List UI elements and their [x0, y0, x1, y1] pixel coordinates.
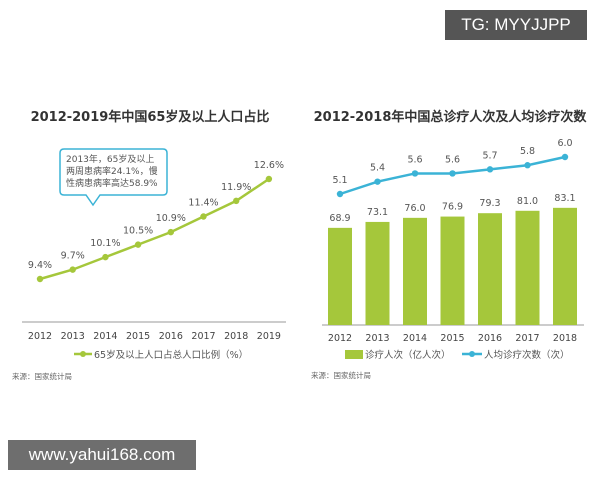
left-data-label: 9.7%: [61, 251, 85, 262]
right-x-tick-label: 2016: [478, 333, 502, 344]
left-data-label: 11.4%: [188, 198, 218, 209]
right-legend-bar-label: 诊疗人次（亿人次）: [365, 349, 451, 361]
left-x-tick-label: 2016: [159, 331, 183, 342]
bar-value-label: 81.0: [517, 196, 538, 207]
bar-value-label: 83.1: [554, 193, 575, 204]
callout-bubble: [59, 148, 168, 207]
left-data-point: [167, 228, 174, 236]
line-value-label: 5.8: [520, 146, 535, 157]
line-value-label: 6.0: [557, 138, 572, 149]
right-legend: 诊疗人次（亿人次） 人均诊疗次数（次）: [345, 349, 570, 361]
left-annotation-callout: 2013年，65岁及以上 两周患病率24.1%，慢 性病患病率高达58.9%: [59, 148, 168, 207]
left-data-label: 9.4%: [28, 260, 52, 271]
left-data-point: [265, 175, 273, 183]
line-value-label: 5.4: [370, 163, 385, 174]
left-legend: 65岁及以上人口占总人口比例（%）: [74, 349, 248, 361]
annotation-line-2: 两周患病率24.1%，慢: [66, 165, 158, 177]
left-data-point: [134, 241, 142, 248]
line-value-label: 5.6: [445, 154, 460, 165]
bar: [515, 210, 540, 325]
line-data-point: [411, 170, 419, 177]
line-value-label: 5.7: [482, 150, 497, 161]
bar-value-label: 76.0: [404, 203, 425, 214]
left-x-tick-label: 2015: [126, 331, 150, 342]
left-x-tick-label: 2019: [257, 331, 281, 342]
bar-value-label: 68.9: [329, 213, 350, 224]
bar-value-label: 76.9: [442, 202, 463, 213]
line-data-point: [449, 170, 456, 177]
line-data-point: [374, 178, 381, 185]
right-x-tick-label: 2014: [403, 333, 427, 344]
right-x-tick-label: 2018: [553, 333, 577, 344]
left-data-label: 10.1%: [90, 238, 120, 249]
left-x-tick-label: 2018: [224, 331, 248, 342]
left-data-point: [69, 266, 76, 273]
left-data-point: [233, 197, 240, 205]
left-data-label: 11.9%: [221, 182, 251, 193]
right-chart-title: 2012-2018年中国总诊疗人次及人均诊疗次数: [314, 109, 588, 125]
bar: [478, 213, 502, 325]
left-legend-marker: [80, 351, 86, 357]
left-x-tick-label: 2013: [61, 331, 85, 342]
left-legend-label: 65岁及以上人口占总人口比例（%）: [94, 349, 248, 361]
left-x-tick-label: 2012: [28, 331, 52, 342]
line-data-point: [561, 153, 569, 161]
bar: [403, 217, 427, 325]
left-source: 来源：国家统计局: [12, 371, 72, 381]
right-x-tick-label: 2017: [515, 333, 539, 344]
left-data-label: 10.5%: [123, 226, 153, 237]
bar-value-label: 73.1: [367, 207, 388, 218]
left-data-point: [102, 253, 109, 261]
annotation-line-3: 性病患病率高达58.9%: [66, 177, 158, 189]
right-legend-line-label: 人均诊疗次数（次）: [484, 349, 570, 361]
watermark-top: TG: MYYJJPP: [445, 10, 587, 40]
right-source: 来源：国家统计局: [311, 370, 371, 380]
bar: [328, 227, 352, 325]
line-data-point: [486, 166, 494, 173]
line-data-point: [524, 162, 531, 169]
right-x-tick-label: 2015: [440, 333, 464, 344]
right-legend-marker: [469, 351, 475, 357]
left-x-tick-label: 2017: [191, 331, 215, 342]
right-x-tick-label: 2013: [365, 333, 389, 344]
left-data-label: 12.6%: [254, 160, 284, 171]
line-data-point: [336, 190, 344, 198]
left-series-line: [39, 177, 270, 281]
bar-value-label: 79.3: [479, 198, 500, 209]
left-data-label: 10.9%: [156, 213, 186, 224]
left-data-point: [200, 213, 207, 220]
line-value-label: 5.1: [332, 175, 347, 186]
bar: [553, 207, 577, 325]
bar: [440, 216, 465, 325]
left-data-point: [36, 275, 44, 283]
left-chart-title: 2012-2019年中国65岁及以上人口占比: [31, 109, 270, 125]
right-legend-bar-swatch: [345, 350, 363, 359]
line-value-label: 5.6: [407, 154, 422, 165]
right-x-tick-label: 2012: [328, 333, 352, 344]
bar: [365, 221, 390, 325]
annotation-line-1: 2013年，65岁及以上: [66, 153, 154, 165]
watermark-bottom: www.yahui168.com: [8, 440, 196, 470]
left-x-tick-label: 2014: [93, 331, 117, 342]
